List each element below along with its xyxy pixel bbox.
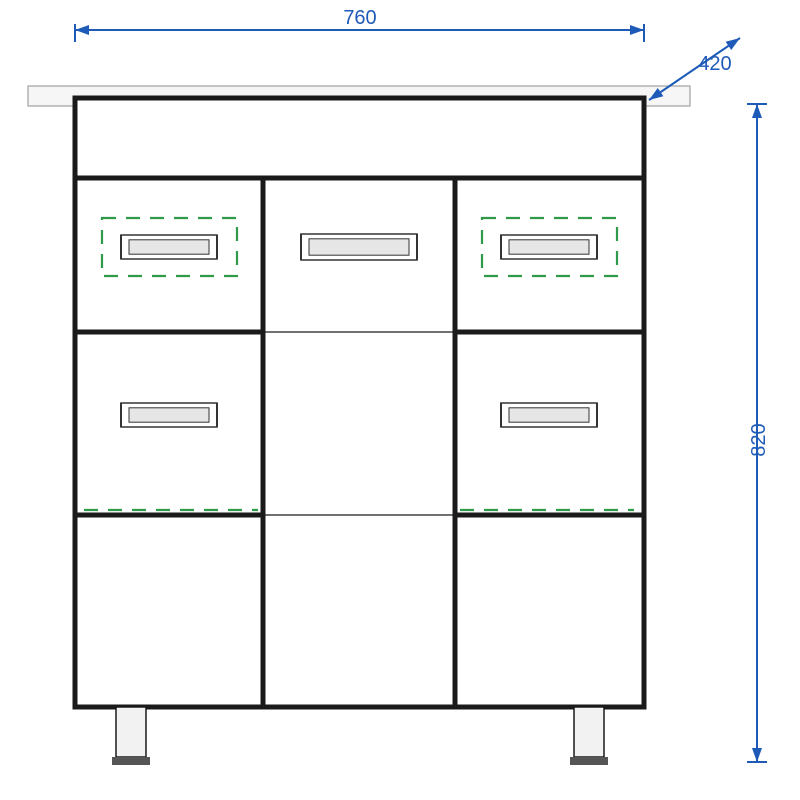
handle-2	[501, 235, 597, 259]
handle-0	[121, 235, 217, 259]
handle-3	[121, 403, 217, 427]
dim-height-label: 820	[748, 423, 770, 456]
handle-4	[501, 403, 597, 427]
leg-foot-0	[112, 757, 150, 765]
leg-0	[112, 707, 150, 765]
handle-1	[301, 234, 417, 260]
leg-1	[570, 707, 608, 765]
dim-width-label: 760	[343, 7, 376, 29]
leg-foot-1	[570, 757, 608, 765]
dim-depth-label: 420	[698, 53, 731, 75]
